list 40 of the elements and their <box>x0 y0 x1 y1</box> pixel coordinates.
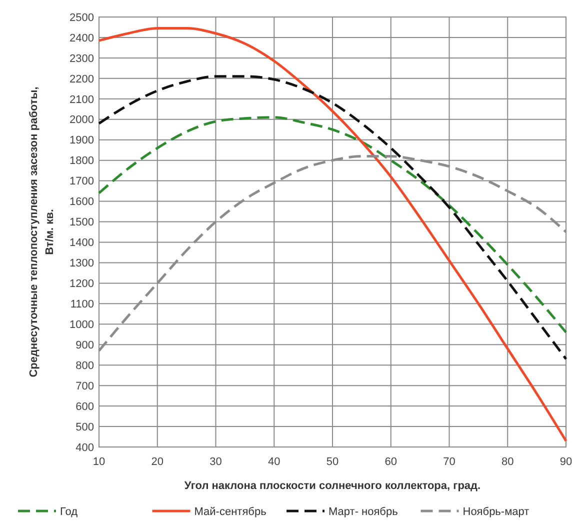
line-series <box>98 75 568 360</box>
y-tick-label: 800 <box>76 360 94 372</box>
y-tick-label: 1400 <box>70 237 94 250</box>
y-tick-label: 2300 <box>70 52 94 65</box>
line-series <box>98 116 568 334</box>
legend-label: Год <box>60 506 78 518</box>
line-series <box>98 27 568 442</box>
y-tick-label: 500 <box>76 421 94 434</box>
y-tick-label: 1000 <box>70 318 94 331</box>
y-tick-label: 1600 <box>70 196 94 208</box>
y-tick-label: 1100 <box>70 298 94 311</box>
legend-label: Март- ноябрь <box>328 506 398 518</box>
y-tick-label: 2000 <box>70 114 94 126</box>
y-tick-label: 600 <box>76 400 94 413</box>
legend-label: Май-сентябрь <box>194 506 267 518</box>
y-tick-label: 2100 <box>70 94 94 106</box>
y-tick-label: 700 <box>76 380 94 392</box>
y-tick-label: 2500 <box>70 12 94 24</box>
x-tick-label: 10 <box>92 456 106 468</box>
legend-label: Ноябрь-март <box>462 506 530 518</box>
x-tick-label: 70 <box>443 456 456 468</box>
x-tick-label: 90 <box>560 456 572 468</box>
y-tick-label: 1200 <box>70 278 94 290</box>
y-axis-title: Среднесуточные теплопоступления засезон работы, Вт/м. кв. <box>28 86 56 378</box>
x-tick-label: 80 <box>502 456 514 468</box>
x-axis-title: Угол наклона плоскости солнечного коллектора, град. <box>184 480 481 492</box>
y-tick-label: 2200 <box>70 73 94 86</box>
y-tick-label: 1700 <box>70 176 94 188</box>
x-tick-label: 20 <box>151 456 164 468</box>
y-tick-label: 1300 <box>70 258 94 270</box>
x-tick-label: 40 <box>268 456 280 468</box>
y-tick-label: 2400 <box>70 32 94 44</box>
y-tick-label: 900 <box>76 339 94 352</box>
y-tick-label: 1500 <box>70 216 94 229</box>
x-tick-label: 30 <box>210 456 222 468</box>
x-tick-label: 50 <box>326 456 339 468</box>
y-tick-label: 1800 <box>70 155 94 168</box>
y-tick-label: 1900 <box>70 134 94 147</box>
x-tick-label: 60 <box>384 456 397 468</box>
y-tick-label: 400 <box>76 442 94 454</box>
